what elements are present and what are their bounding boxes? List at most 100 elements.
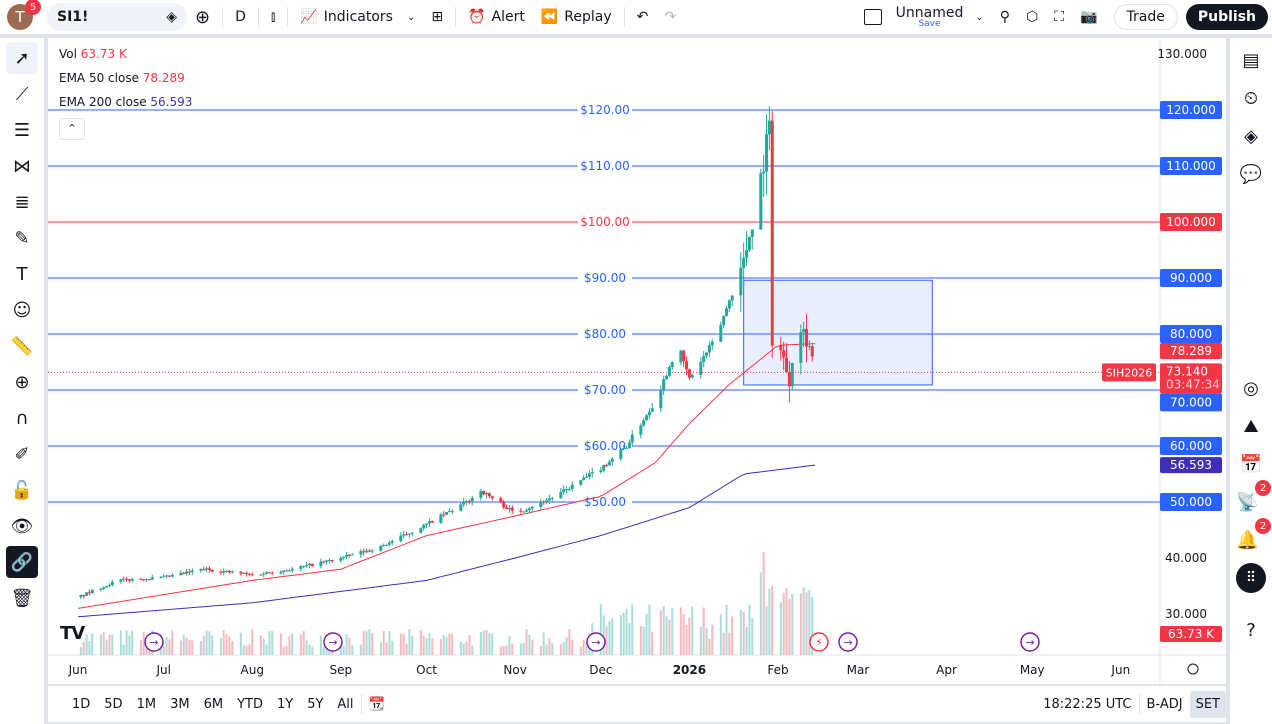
- chevron-down-icon[interactable]: ⌄: [406, 11, 416, 23]
- adjustment-toggle[interactable]: B-ADJ: [1146, 696, 1183, 712]
- fib-icon[interactable]: ≣: [14, 191, 30, 213]
- date-range-icon[interactable]: 📆: [368, 696, 385, 712]
- range-3m[interactable]: 3M: [170, 696, 190, 712]
- compare-button[interactable]: ⊕: [187, 0, 218, 34]
- magnet-icon[interactable]: ∩: [15, 407, 29, 429]
- bell-icon[interactable]: 🔔 2: [1235, 518, 1271, 556]
- trend-line-icon[interactable]: ⟋: [15, 83, 29, 105]
- chat-icon[interactable]: 💬: [1239, 163, 1263, 185]
- templates-button[interactable]: ⊞: [423, 0, 451, 34]
- snapshot-button[interactable]: 📷: [1072, 0, 1105, 34]
- target-icon[interactable]: ◎: [1243, 377, 1259, 399]
- candle-body: [107, 585, 111, 587]
- chart-type-button[interactable]: ⫾: [263, 0, 283, 34]
- chart-pane[interactable]: 130.000 40.000 30.000 Jun Jul Aug Sep Oct Nov Dec…: [48, 38, 1226, 684]
- volume-bar: [111, 634, 114, 655]
- volume-bar: [182, 635, 185, 655]
- ruler-icon[interactable]: 📏: [10, 335, 34, 357]
- link-icon[interactable]: 🔗: [6, 546, 38, 578]
- calendar-icon[interactable]: 📅: [1239, 453, 1263, 475]
- session-toggle[interactable]: SET: [1189, 690, 1226, 718]
- lock-icon[interactable]: 🔓: [10, 479, 34, 501]
- pattern-icon[interactable]: ⋈: [13, 155, 31, 177]
- layout-button[interactable]: Unnamed Save ⌄: [856, 0, 992, 34]
- volume-bar: [102, 632, 105, 655]
- candle-body: [322, 561, 326, 563]
- volume-legend[interactable]: Vol 63.73 K: [59, 47, 127, 61]
- range-5y[interactable]: 5Y: [307, 696, 324, 712]
- zoom-in-icon[interactable]: ⊕: [14, 371, 30, 393]
- layers-icon[interactable]: ◈: [1244, 125, 1258, 147]
- volume-bar: [711, 624, 714, 655]
- range-1m[interactable]: 1M: [136, 696, 157, 712]
- candle-body: [119, 579, 123, 582]
- volume-bar: [531, 639, 534, 655]
- price-chart[interactable]: 130.000 40.000 30.000 Jun Jul Aug Sep Oct Nov Dec…: [48, 38, 1226, 684]
- volume-bar: [699, 626, 702, 655]
- cursor-icon[interactable]: ➚: [6, 42, 38, 74]
- redo-button[interactable]: ↷: [656, 0, 684, 34]
- range-all[interactable]: All: [337, 696, 354, 712]
- apps-grid-icon[interactable]: ⠿: [1235, 562, 1267, 594]
- ema50-badge-bg: [1160, 343, 1222, 359]
- event-marker-icon: →: [586, 632, 606, 652]
- undo-button[interactable]: ↶: [629, 0, 657, 34]
- square-icon: [863, 9, 882, 25]
- fullscreen-button[interactable]: ⛶: [1046, 0, 1072, 34]
- volume-bar: [551, 643, 554, 655]
- text-icon[interactable]: T: [16, 263, 28, 285]
- candle-body: [747, 237, 751, 251]
- diamond-icon[interactable]: ◈: [166, 9, 177, 25]
- camera-icon: 📷: [1080, 9, 1098, 25]
- last-price-badge-bg: [1160, 363, 1222, 394]
- symbol-search[interactable]: SI1! ◈: [47, 3, 187, 31]
- watchlist-icon[interactable]: ▤: [1242, 49, 1260, 71]
- volume-bar: [145, 644, 148, 655]
- alert-button[interactable]: ⏰ Alert: [468, 9, 525, 25]
- collapse-legend-button[interactable]: ⌃: [59, 118, 85, 140]
- chevron-down-icon[interactable]: ⌄: [975, 11, 984, 23]
- emoji-icon[interactable]: ☺: [12, 299, 32, 321]
- ideas-icon[interactable]: 📡 2: [1235, 480, 1271, 518]
- candle-body: [679, 350, 683, 363]
- replay-button[interactable]: ⏪ Replay: [540, 9, 612, 25]
- publish-button[interactable]: Publish: [1185, 4, 1268, 30]
- volume-bar: [299, 634, 302, 655]
- help-icon[interactable]: ?: [1246, 619, 1256, 641]
- candle-body: [490, 496, 494, 499]
- candle-body: [682, 350, 686, 362]
- ema50-legend[interactable]: EMA 50 close 78.289: [59, 71, 185, 85]
- candle-body: [410, 532, 414, 534]
- horizontal-lines-icon[interactable]: ☰: [13, 119, 31, 141]
- range-6m[interactable]: 6M: [203, 696, 224, 712]
- candle-body: [625, 447, 629, 449]
- eye-icon[interactable]: 👁: [10, 515, 34, 537]
- interval-button[interactable]: D: [235, 9, 246, 25]
- pencil-lock-icon[interactable]: ✐: [14, 443, 30, 465]
- indicators-button[interactable]: 📈 Indicators ⌄: [300, 9, 416, 25]
- range-5d[interactable]: 5D: [104, 696, 123, 712]
- event-circle: [323, 632, 343, 652]
- trash-icon[interactable]: 🗑: [10, 587, 34, 609]
- quick-search-button[interactable]: ⚲: [992, 0, 1018, 34]
- pine-icon[interactable]: ⛰: [1243, 415, 1259, 437]
- volume-bar: [428, 633, 431, 655]
- range-ytd[interactable]: YTD: [237, 696, 263, 712]
- candle-body: [562, 489, 566, 492]
- candle-body: [522, 511, 526, 513]
- volume-bar: [525, 629, 528, 655]
- range-1y[interactable]: 1Y: [276, 696, 294, 712]
- candle-body: [402, 534, 406, 536]
- alerts-clock-icon[interactable]: ⏲: [1243, 87, 1259, 109]
- range-1d[interactable]: 1D: [72, 696, 91, 712]
- ema200-legend[interactable]: EMA 200 close 56.593: [59, 95, 193, 109]
- settings-button[interactable]: ⬡: [1018, 0, 1046, 34]
- trade-button[interactable]: Trade: [1113, 4, 1178, 30]
- candle-body: [330, 560, 334, 562]
- brush-icon[interactable]: ✎: [14, 227, 30, 249]
- candle-body: [365, 550, 369, 553]
- clock-time[interactable]: 18:22:25 UTC: [1043, 696, 1132, 712]
